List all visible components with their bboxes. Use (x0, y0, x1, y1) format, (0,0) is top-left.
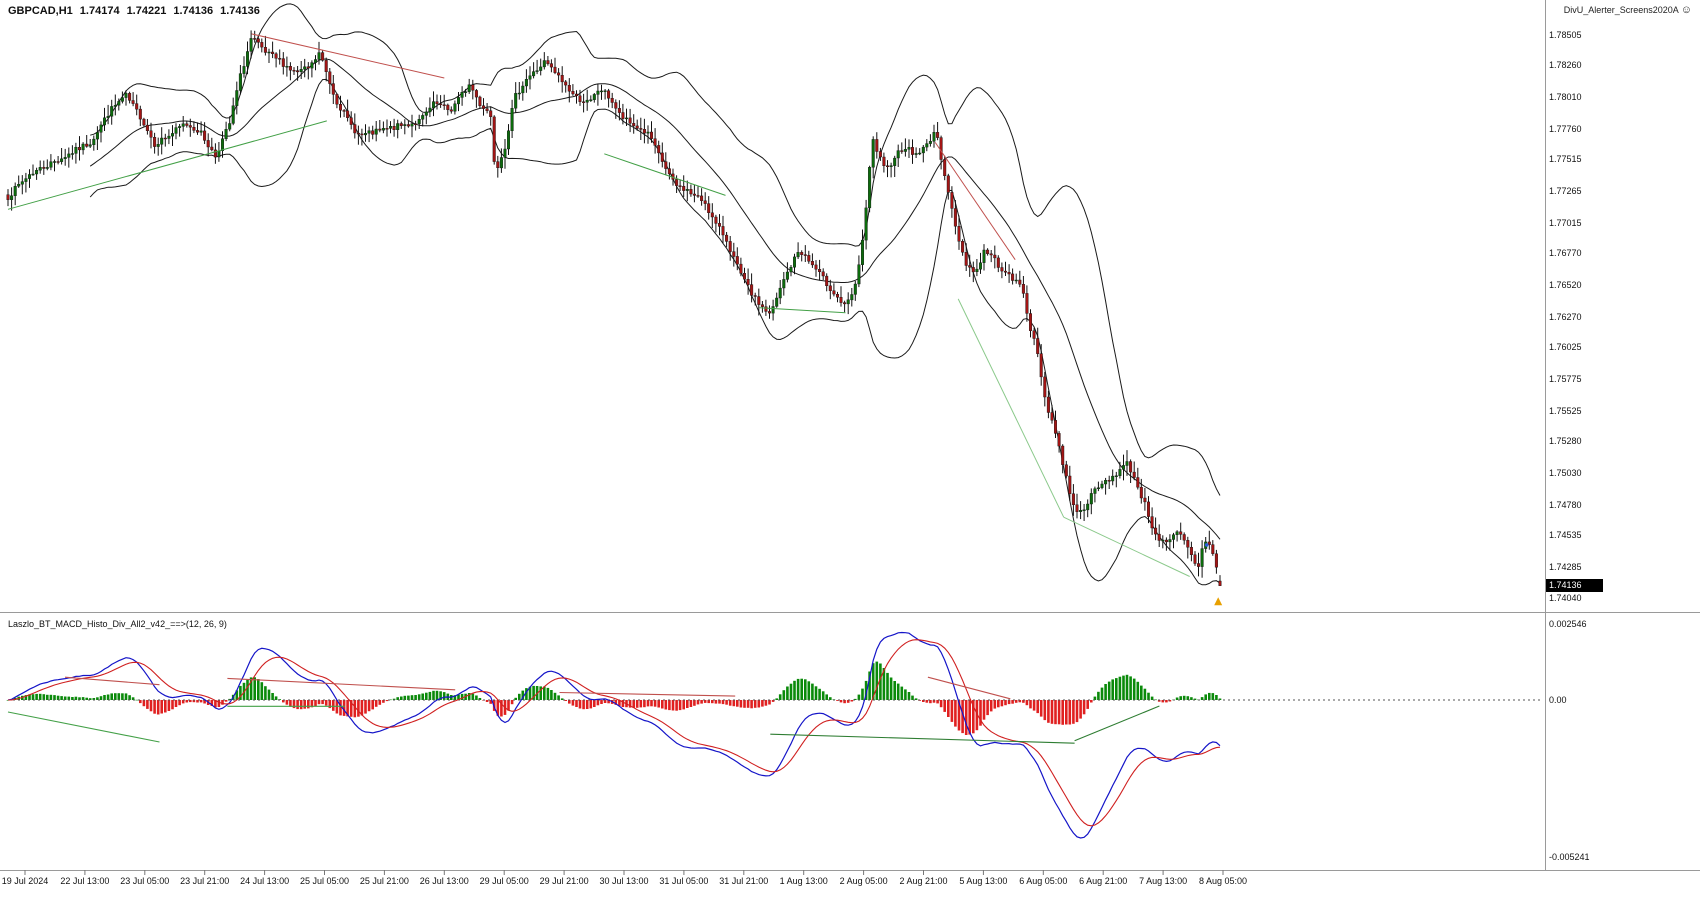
bollinger-lower-line (89, 78, 1221, 586)
divergence-line (251, 33, 445, 79)
ohlc-high: 1.74221 (126, 5, 167, 17)
divergence-line (770, 733, 1075, 744)
divergence-line (7, 120, 327, 210)
smiley-icon: ☺ (1680, 4, 1692, 16)
macd-indicator-label: Laszlo_BT_MACD_Histo_Div_All2_v42_==>(12… (8, 619, 227, 629)
divergence-line (759, 307, 846, 314)
macd-line (7, 631, 1221, 839)
bollinger-bands (89, 3, 1221, 586)
divergence-line (559, 691, 736, 697)
signal-dot-icon (1204, 543, 1209, 547)
indicator-name-badge: DivU_Alerter_Screens2020A ☺ (1564, 4, 1692, 16)
macd-signal-line (7, 639, 1221, 827)
alert-arrow-icon (1214, 597, 1223, 606)
divergence-line (64, 676, 160, 686)
current-price-badge: 1.74136 (1546, 579, 1603, 593)
divergence-line (7, 711, 160, 743)
divergence-line (227, 677, 456, 691)
symbol-timeframe-label: GBPCAD,H1 (8, 5, 73, 17)
ohlc-close: 1.74136 (220, 5, 260, 17)
divergence-line (1074, 705, 1160, 742)
ohlc-low: 1.74136 (173, 5, 214, 17)
chart-title: GBPCAD,H1 1.74174 1.74221 1.74136 1.7413… (8, 5, 260, 17)
divergence-line (927, 676, 1011, 700)
bollinger-middle-line (89, 58, 1221, 540)
bollinger-upper-line (90, 3, 1221, 496)
panel-separators (0, 0, 1700, 871)
divergence-line (934, 142, 1016, 260)
signal-markers (1204, 543, 1223, 606)
macd-divergence-lines (7, 676, 1160, 744)
divergence-line (1063, 516, 1190, 577)
divergence-line (957, 298, 1065, 518)
candles-layer (6, 30, 1222, 587)
ohlc-open: 1.74174 (79, 5, 120, 17)
indicator-name-label: DivU_Alerter_Screens2020A (1563, 5, 1679, 15)
time-ticks (24, 870, 1224, 875)
price-divergence-lines (7, 33, 1190, 577)
divergence-line (604, 153, 726, 196)
